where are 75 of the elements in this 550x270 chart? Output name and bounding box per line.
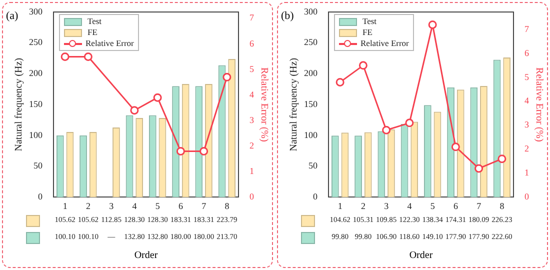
x-axis-title: Order: [408, 250, 434, 261]
x-tick-label: 4: [407, 200, 412, 211]
y2-tick-label: 7: [524, 24, 530, 34]
x-tick-label: 7: [202, 200, 207, 211]
y-tick-label: 50: [308, 160, 318, 171]
x-tick-label: 2: [360, 200, 366, 211]
y2-tick-label: 6: [250, 38, 254, 48]
legend-label: Relative Error: [86, 38, 134, 49]
y-tick-label: 50: [34, 160, 43, 171]
y2-tick-label: 2: [524, 144, 529, 154]
legend-label: Test: [88, 16, 102, 27]
y2-tick-label: 4: [250, 89, 254, 100]
y2-tick-label: 3: [524, 120, 530, 130]
point: [130, 106, 139, 115]
chart-title: (a): [6, 10, 18, 22]
x-tick-label: 1: [62, 200, 68, 211]
y-tick-label: 0: [313, 192, 318, 202]
y-tick-label: 250: [304, 37, 318, 48]
point: [200, 146, 208, 156]
y2-tick-label: 7: [250, 12, 254, 23]
y2-tick-label: 6: [524, 48, 530, 58]
y-axis-title: Natural frequency (Hz): [14, 58, 25, 152]
y-tick-label: 0: [38, 192, 43, 202]
y2-tick-label: 3: [250, 114, 254, 125]
x-tick-label: 6: [178, 200, 184, 211]
point: [405, 118, 414, 128]
x-tick-label: 4: [132, 200, 138, 211]
x-tick-label: 5: [430, 200, 436, 211]
point: [60, 52, 70, 61]
x-tick-label: 8: [500, 200, 505, 211]
point: [84, 52, 92, 61]
y2-tick-label: 0: [524, 192, 530, 202]
y2-tick-label: 4: [524, 96, 530, 106]
y2-tick-label: 1: [524, 168, 529, 178]
y-tick-label: 200: [29, 68, 43, 78]
x-tick-label: 6: [453, 200, 458, 211]
y-tick-label: 150: [304, 98, 318, 109]
x-tick-label: 1: [338, 200, 342, 211]
y-tick-label: 150: [29, 98, 43, 109]
point: [451, 142, 460, 152]
point: [153, 93, 162, 102]
x-tick-label: 3: [384, 200, 390, 211]
y-axis-title: Natural frequency (Hz): [288, 58, 300, 152]
point: [498, 154, 506, 164]
y-tick-label: 100: [29, 130, 43, 140]
y2-tick-label: 5: [250, 64, 254, 74]
y-tick-label: 300: [304, 6, 318, 16]
legend-label: FE: [88, 27, 98, 38]
point: [382, 126, 391, 134]
x-tick-label: 8: [224, 200, 230, 211]
point: [428, 20, 437, 29]
legend-label: Relative Error: [360, 38, 409, 49]
point: [474, 164, 484, 173]
y2-axis-title: Relative Error (%): [533, 67, 544, 142]
chart-title: (b): [281, 10, 294, 22]
point: [176, 146, 185, 156]
y2-tick-label: 5: [524, 72, 530, 82]
x-tick-label: 7: [476, 200, 482, 211]
y-tick-label: 250: [29, 37, 43, 48]
x-tick-label: 3: [109, 200, 114, 211]
point: [358, 61, 368, 70]
y-tick-label: 100: [304, 130, 318, 140]
y2-tick-label: 0: [250, 192, 254, 202]
x-tick-label: 5: [155, 200, 160, 211]
legend-label: Test: [362, 16, 377, 27]
point: [222, 72, 232, 82]
y2-axis-title: Relative Error (%): [258, 67, 270, 142]
y2-tick-label: 1: [250, 166, 254, 176]
x-axis-title: Order: [133, 250, 159, 261]
legend-label: FE: [362, 27, 372, 38]
y2-tick-label: 2: [250, 140, 254, 150]
point: [336, 78, 344, 86]
y-tick-label: 300: [29, 6, 43, 16]
x-tick-label: 2: [86, 200, 90, 211]
y-tick-label: 200: [304, 68, 318, 78]
